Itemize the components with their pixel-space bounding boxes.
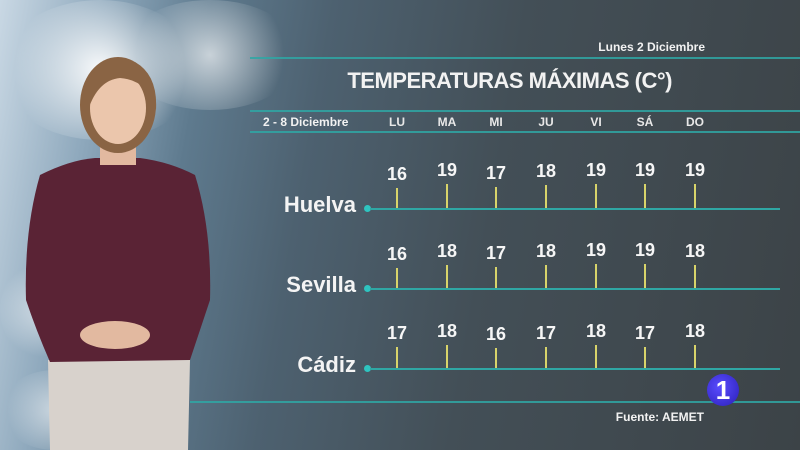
- temperature-value: 18: [535, 241, 557, 261]
- temperature-tick: [446, 265, 448, 288]
- day-label: DO: [686, 115, 704, 129]
- temperature-value: 16: [485, 324, 507, 344]
- temperature-tick: [396, 188, 398, 208]
- temperature-tick: [446, 183, 448, 208]
- temperature-value: 17: [386, 322, 408, 343]
- divider: [190, 401, 800, 403]
- temperature-value: 18: [684, 241, 706, 261]
- temperature-tick: [694, 183, 696, 208]
- row-line: [370, 288, 780, 290]
- temperature-tick: [545, 185, 547, 208]
- temperature-value: 19: [634, 239, 656, 260]
- divider: [250, 131, 800, 133]
- temperature-value: 16: [386, 244, 408, 264]
- temperature-tick: [446, 345, 448, 368]
- temperature-value: 17: [485, 242, 507, 263]
- row-line: [370, 208, 780, 210]
- temperature-tick: [545, 265, 547, 288]
- temperature-value: 17: [634, 322, 656, 343]
- temperature-value: 17: [485, 162, 507, 183]
- date-range: 2 - 8 Diciembre: [263, 115, 349, 129]
- temperature-tick: [595, 345, 597, 368]
- temperature-value: 19: [684, 159, 706, 180]
- row-line: [370, 368, 780, 370]
- temperature-tick: [644, 263, 646, 288]
- temperature-tick: [495, 266, 497, 288]
- city-name: Huelva: [283, 192, 356, 217]
- temperature-tick: [595, 263, 597, 288]
- temperature-value: 18: [684, 321, 706, 341]
- temperature-tick: [545, 346, 547, 368]
- temperature-value: 18: [436, 321, 458, 341]
- day-label: VI: [590, 115, 602, 129]
- temperature-tick: [495, 348, 497, 368]
- row-marker: [364, 365, 371, 372]
- page-title: TEMPERATURAS MÁXIMAS (C°): [347, 68, 672, 93]
- temperature-value: 19: [436, 159, 458, 180]
- day-label: JU: [538, 115, 554, 129]
- row-marker: [364, 285, 371, 292]
- city-name: Sevilla: [286, 272, 356, 297]
- temperature-tick: [694, 345, 696, 368]
- date-label: Lunes 2 Diciembre: [598, 40, 705, 54]
- row-marker: [364, 205, 371, 212]
- day-label: LU: [389, 115, 405, 129]
- tve-1-logo: 1: [707, 374, 739, 406]
- temperature-value: 16: [386, 164, 408, 184]
- temperature-value: 19: [634, 159, 656, 180]
- divider: [250, 110, 800, 112]
- temperature-tick: [644, 346, 646, 368]
- temperature-value: 18: [585, 321, 607, 341]
- day-label: MA: [437, 115, 457, 129]
- divider: [250, 57, 800, 59]
- temperature-value: 18: [436, 241, 458, 261]
- temperature-tick: [396, 346, 398, 368]
- temperature-value: 19: [585, 159, 607, 180]
- temperature-tick: [495, 186, 497, 208]
- temperature-value: 19: [585, 239, 607, 260]
- temperature-tick: [694, 265, 696, 288]
- city-name: Cádiz: [297, 352, 356, 377]
- temperature-tick: [595, 183, 597, 208]
- day-label: MI: [489, 115, 503, 129]
- source-label: Fuente: AEMET: [615, 410, 704, 424]
- temperature-tick: [396, 268, 398, 288]
- presenter: [25, 57, 211, 450]
- temperature-value: 18: [535, 161, 557, 181]
- temperature-value: 17: [535, 322, 557, 343]
- day-label: SÁ: [636, 115, 654, 129]
- temperature-tick: [644, 183, 646, 208]
